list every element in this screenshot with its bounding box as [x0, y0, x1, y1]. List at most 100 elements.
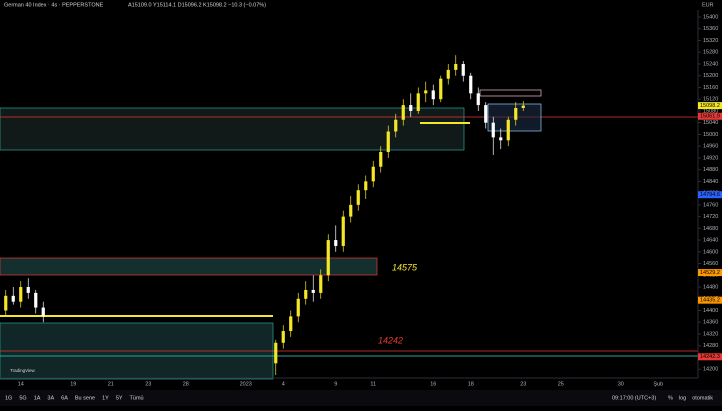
candle-body: [514, 108, 518, 120]
y-tick-label: 15000: [703, 132, 718, 138]
candle-body: [476, 93, 480, 106]
candle-body: [386, 131, 390, 153]
candle-body: [521, 105, 525, 109]
y-tick-label: 15200: [703, 73, 718, 79]
zone: [479, 89, 542, 97]
y-tick-label: 14360: [703, 320, 718, 326]
price-tag-label: 15098.2: [700, 103, 720, 109]
candle-body: [469, 75, 473, 94]
candle-body: [506, 119, 510, 141]
candle-body: [431, 90, 435, 100]
candle-body: [356, 190, 360, 205]
y-tick-label: 14880: [703, 167, 718, 173]
y-tick-label: 14320: [703, 331, 718, 337]
x-tick-label: 9: [334, 381, 337, 387]
candle-body: [394, 119, 398, 132]
y-tick-label: 14280: [703, 343, 718, 349]
y-tick-label: 15080: [703, 108, 718, 114]
x-tick-label: 25: [558, 381, 564, 387]
candle-body: [439, 78, 443, 100]
candle-body: [341, 216, 345, 246]
candle-body: [274, 342, 278, 364]
candle-body: [289, 316, 293, 332]
price-tag: [698, 191, 722, 199]
x-tick-label: 14: [18, 381, 24, 387]
range-button[interactable]: 1A: [34, 395, 41, 401]
x-tick-label: 18: [468, 381, 474, 387]
x-tick-label: 21: [108, 381, 114, 387]
candle-body: [319, 275, 323, 293]
y-tick-label: 15280: [703, 50, 718, 56]
price-tag-label: 15061.9: [700, 114, 720, 120]
scale-option[interactable]: log: [679, 395, 686, 401]
currency: EUR: [702, 2, 714, 8]
price-tag: [698, 353, 722, 361]
candle-body: [416, 93, 420, 111]
logo: TradingView: [10, 368, 36, 373]
candle-body: [364, 181, 368, 191]
scale-option[interactable]: %: [668, 395, 673, 401]
price-tag: [698, 112, 722, 120]
annotation: 14575: [392, 262, 418, 272]
y-tick-label: 14720: [703, 214, 718, 220]
range-button[interactable]: 1Y: [102, 395, 109, 401]
range-button[interactable]: 1G: [5, 395, 12, 401]
ohlc-readout: A15109.0 Y15114.1 D15096.2 K15098.2 −10.…: [128, 2, 266, 8]
candle-body: [311, 289, 315, 293]
x-tick-label: 30: [618, 381, 624, 387]
candle-body: [491, 122, 495, 138]
price-tag-label: 14242.3: [700, 354, 720, 360]
x-tick-label: 23: [145, 381, 151, 387]
candle-body: [424, 90, 428, 94]
clock: 09:17:00 (UTC+3): [612, 395, 656, 401]
y-tick-label: 14960: [703, 144, 718, 150]
range-button[interactable]: Tümü: [130, 395, 144, 401]
candle-body: [34, 292, 38, 308]
candle-body: [326, 240, 330, 276]
candle-body: [371, 166, 375, 182]
y-tick-label: 14200: [703, 367, 718, 373]
toolbar: [0, 390, 722, 406]
price-tag-label: 14794.6: [700, 192, 720, 198]
x-tick-label: Şub: [653, 381, 663, 387]
x-tick-label: 11: [370, 381, 376, 387]
candle-body: [296, 298, 300, 317]
price-tag: [698, 269, 722, 277]
candle-body: [26, 287, 30, 293]
range-button[interactable]: 5G: [19, 395, 26, 401]
y-tick-label: 14680: [703, 226, 718, 232]
price-tag: [698, 102, 722, 110]
candle-body: [446, 69, 450, 79]
y-tick-label: 14760: [703, 202, 718, 208]
candle-body: [401, 105, 405, 120]
x-tick-label: 23: [520, 381, 526, 387]
candle-body: [379, 152, 383, 167]
range-button[interactable]: 6A: [61, 395, 68, 401]
y-tick-label: 15400: [703, 14, 718, 20]
candle-body: [349, 204, 353, 217]
zone-line: [0, 315, 273, 317]
range-button[interactable]: 5Y: [116, 395, 123, 401]
y-tick-label: 14560: [703, 261, 718, 267]
candle-body: [4, 295, 8, 311]
y-tick-label: 15160: [703, 85, 718, 91]
candle-body: [454, 63, 458, 70]
y-tick-label: 14840: [703, 179, 718, 185]
range-button[interactable]: Bu sene: [75, 395, 95, 401]
annotation: 14242: [378, 335, 403, 345]
price-tag-label: 14529.2: [700, 270, 720, 276]
candle-body: [484, 105, 488, 123]
candle-body: [409, 105, 413, 111]
y-tick-label: 14920: [703, 155, 718, 161]
scale-option[interactable]: otomatik: [692, 395, 713, 401]
x-tick-label: 19: [70, 381, 76, 387]
x-tick-label: 16: [430, 381, 436, 387]
x-tick-label: 28: [183, 381, 189, 387]
y-tick-label: 14400: [703, 308, 718, 314]
candle-body: [281, 331, 285, 343]
candle-body: [11, 295, 15, 302]
price-tag: [698, 296, 722, 304]
range-button[interactable]: 3A: [47, 395, 54, 401]
x-tick-label: 4: [282, 381, 285, 387]
